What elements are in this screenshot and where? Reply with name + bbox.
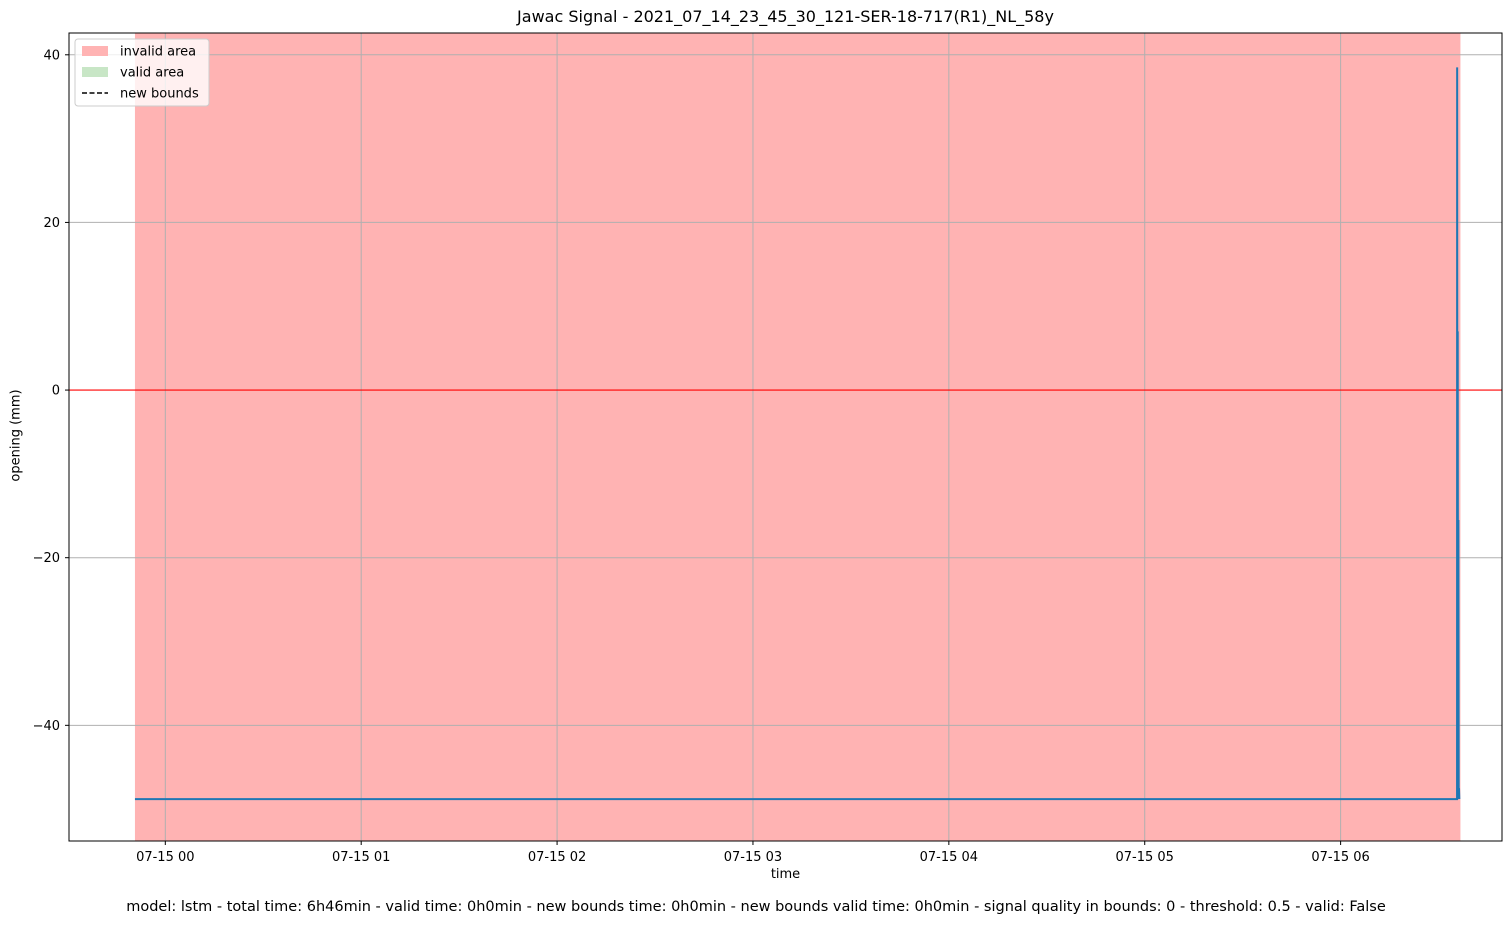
x-axis-label: time	[770, 867, 801, 882]
chart-title: Jawac Signal - 2021_07_14_23_45_30_121-S…	[517, 7, 1054, 26]
invalid-area-band	[134, 33, 1461, 841]
legend-swatch	[82, 46, 108, 56]
x-tick-label: 07-15 01	[332, 850, 390, 865]
y-axis: −40 −20 0 20 40	[33, 48, 69, 734]
y-axis-label: opening (mm)	[8, 389, 24, 482]
y-tick-label: −40	[33, 719, 60, 734]
x-tick-label: 07-15 06	[1311, 850, 1369, 865]
legend-box	[74, 38, 210, 107]
footer-summary: model: lstm - total time: 6h46min - vali…	[126, 899, 1386, 915]
x-tick-label: 07-15 02	[528, 850, 586, 865]
x-axis: 07-15 00 07-15 01 07-15 02 07-15 03 07-15 04…	[136, 841, 1370, 865]
legend: invalid area valid area new bounds	[74, 38, 210, 107]
y-tick-label: 0	[52, 384, 60, 399]
x-tick-label: 07-15 00	[136, 850, 194, 865]
y-tick-label: 40	[43, 48, 60, 63]
signal-line	[134, 67, 1461, 801]
plot-frame	[68, 32, 1503, 842]
area-layer	[134, 33, 1461, 841]
series-layer	[134, 67, 1461, 801]
x-tick-label: 07-15 03	[724, 850, 782, 865]
y-tick-label: −20	[33, 551, 60, 566]
y-tick-label: 20	[43, 216, 60, 231]
legend-label: new bounds	[120, 87, 199, 102]
legend-swatch	[82, 67, 108, 77]
x-tick-label: 07-15 05	[1116, 850, 1174, 865]
legend-label: invalid area	[120, 45, 196, 60]
x-tick-label: 07-15 04	[920, 850, 978, 865]
legend-label: valid area	[120, 66, 184, 81]
